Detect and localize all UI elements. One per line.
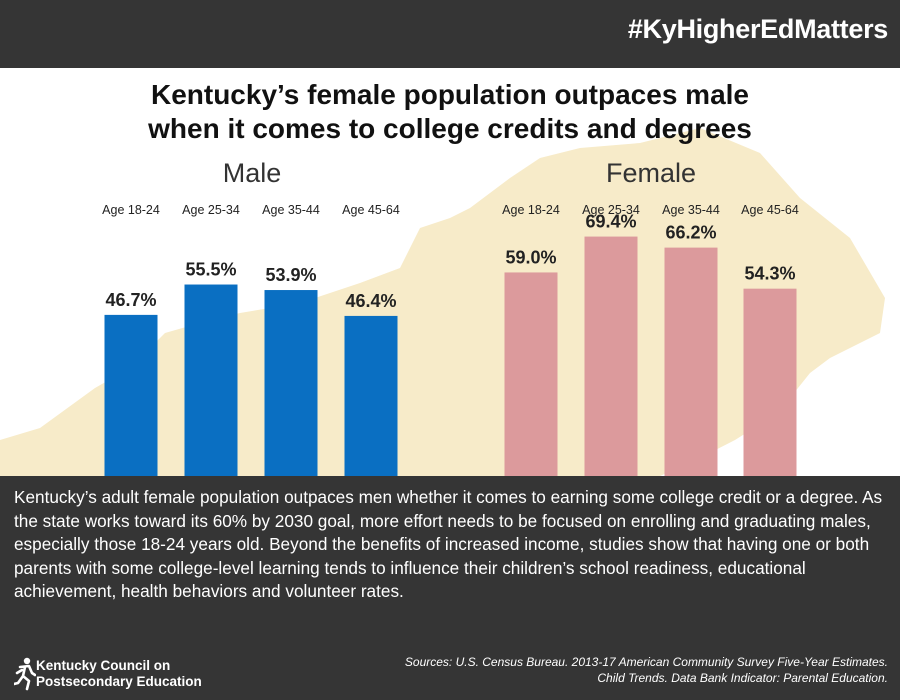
- male-category-label-3: Age 35-44: [262, 203, 320, 217]
- description-band: Kentucky’s adult female population outpa…: [0, 476, 900, 700]
- female-category-label-2: Age 25-34: [582, 203, 640, 217]
- male-bar-2: [184, 284, 238, 476]
- male-category-label-4: Age 45-64: [342, 203, 400, 217]
- male-data-label-1: 46.7%: [105, 290, 156, 310]
- sources-line2: Child Trends. Data Bank Indicator: Paren…: [597, 671, 888, 685]
- header-bar: #KyHigherEdMatters: [0, 0, 900, 68]
- runner-icon: [14, 657, 36, 691]
- sources-line1: Sources: U.S. Census Bureau. 2013-17 Ame…: [404, 655, 888, 669]
- female-group-label: Female: [605, 158, 697, 188]
- female-bar-4: [743, 288, 797, 476]
- male-group-label: Male: [222, 158, 282, 188]
- hashtag: #KyHigherEdMatters: [627, 14, 888, 44]
- male-bar-3: [264, 290, 318, 476]
- sources-note: Sources: U.S. Census Bureau. 2013-17 Ame…: [288, 654, 888, 686]
- male-category-label-1: Age 18-24: [102, 203, 160, 217]
- female-bar-2: [584, 236, 638, 476]
- female-data-label-2: 69.4%: [585, 212, 636, 232]
- chart-area: Kentucky’s female population outpaces ma…: [0, 68, 900, 476]
- female-category-label-3: Age 35-44: [662, 203, 720, 217]
- female-data-label-1: 59.0%: [505, 247, 556, 267]
- male-data-label-3: 53.9%: [265, 265, 316, 285]
- logo-text-line2: Postsecondary Education: [36, 674, 202, 689]
- chart-title-line1: Kentucky’s female population outpaces ma…: [150, 79, 749, 110]
- chart-title: Kentucky’s female population outpaces ma…: [0, 78, 900, 146]
- logo-text-line1: Kentucky Council on: [36, 658, 171, 673]
- female-category-label-1: Age 18-24: [502, 203, 560, 217]
- bar-chart: 46.7% Age 18-24 55.5% Age 25-34 53.9% Age 35-…: [102, 203, 799, 476]
- female-data-label-4: 54.3%: [744, 264, 795, 284]
- male-bar-1: [104, 314, 158, 476]
- male-data-label-4: 46.4%: [345, 291, 396, 311]
- female-category-label-4: Age 45-64: [741, 203, 799, 217]
- cpe-logo: Kentucky Council on Postsecondary Educat…: [14, 656, 274, 696]
- female-bar-1: [504, 272, 558, 476]
- female-data-label-3: 66.2%: [665, 223, 716, 243]
- male-data-label-2: 55.5%: [185, 260, 236, 280]
- description-text: Kentucky’s adult female population outpa…: [14, 487, 883, 602]
- chart-title-line2: when it comes to college credits and deg…: [148, 113, 752, 144]
- male-category-label-2: Age 25-34: [182, 203, 240, 217]
- female-bar-3: [664, 247, 718, 476]
- male-bar-4: [344, 315, 398, 476]
